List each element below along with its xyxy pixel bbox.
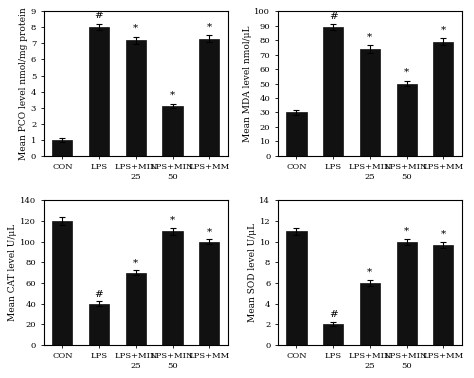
Bar xyxy=(397,84,417,156)
Text: #: # xyxy=(95,290,103,299)
Y-axis label: Mean MDA level nmol/μL: Mean MDA level nmol/μL xyxy=(243,25,252,142)
Bar xyxy=(52,140,73,156)
Bar xyxy=(286,113,307,156)
Bar xyxy=(286,231,307,345)
Text: *: * xyxy=(207,228,212,237)
Bar xyxy=(397,242,417,345)
Text: *: * xyxy=(404,68,409,77)
Bar xyxy=(52,221,73,345)
Bar xyxy=(360,49,380,156)
Bar xyxy=(323,324,343,345)
Bar xyxy=(433,42,454,156)
Text: *: * xyxy=(404,226,409,235)
Bar xyxy=(199,39,219,156)
Text: *: * xyxy=(367,33,373,42)
Bar xyxy=(126,40,146,156)
Bar xyxy=(163,106,182,156)
Bar xyxy=(433,245,454,345)
Text: *: * xyxy=(367,268,373,277)
Text: *: * xyxy=(441,229,446,239)
Bar xyxy=(89,304,109,345)
Text: *: * xyxy=(170,91,175,100)
Text: *: * xyxy=(133,259,138,267)
Bar xyxy=(199,242,219,345)
Text: *: * xyxy=(441,25,446,34)
Y-axis label: Mean SOD level U/μL: Mean SOD level U/μL xyxy=(248,223,257,322)
Bar xyxy=(126,273,146,345)
Text: *: * xyxy=(170,216,175,225)
Text: #: # xyxy=(329,12,337,21)
Y-axis label: Mean CAT level U/μL: Mean CAT level U/μL xyxy=(9,224,18,321)
Text: #: # xyxy=(95,11,103,20)
Bar xyxy=(323,27,343,156)
Text: #: # xyxy=(329,310,337,319)
Bar xyxy=(89,27,109,156)
Y-axis label: Mean PCO level nmol/mg protein: Mean PCO level nmol/mg protein xyxy=(19,7,28,160)
Text: *: * xyxy=(207,22,212,31)
Bar xyxy=(163,231,182,345)
Text: *: * xyxy=(133,24,138,33)
Bar xyxy=(360,283,380,345)
